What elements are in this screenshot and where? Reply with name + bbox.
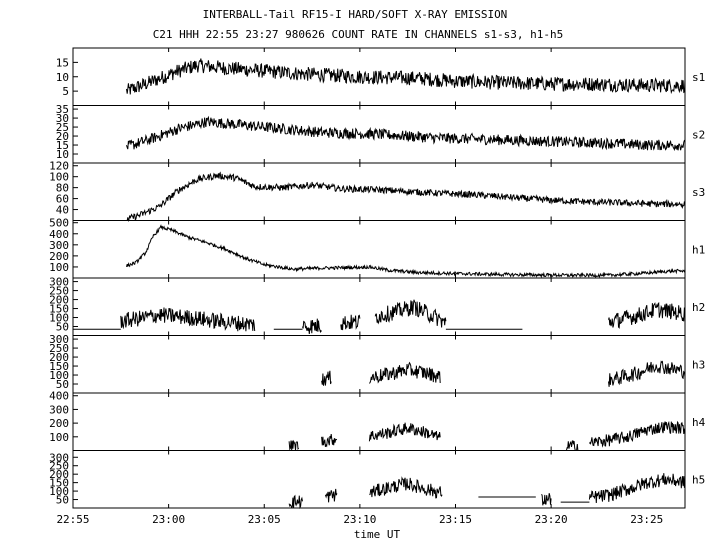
- series-line-h3: [321, 370, 332, 386]
- series-line-s2: [126, 115, 686, 152]
- y-tick-label: 30: [56, 112, 69, 125]
- series-line-h2: [120, 307, 256, 332]
- series-line-h4: [321, 434, 338, 448]
- series-line-h2: [374, 299, 447, 328]
- y-tick-label: 35: [56, 103, 69, 116]
- y-tick-label: 200: [49, 468, 69, 481]
- channel-label-h1: h1: [692, 243, 705, 256]
- y-tick-label: 5: [62, 85, 69, 98]
- panel-frame: [72, 335, 686, 394]
- panel-frame: [72, 277, 686, 336]
- channel-label-s1: s1: [692, 71, 705, 84]
- x-tick-label: 23:10: [343, 513, 376, 526]
- channel-label-h3: h3: [692, 358, 705, 371]
- series-line-h5: [288, 494, 303, 510]
- y-tick-label: 100: [49, 261, 69, 274]
- series-line-h3: [608, 360, 686, 387]
- y-tick-label: 50: [56, 321, 69, 334]
- series-line-s1: [126, 58, 686, 95]
- y-tick-label: 50: [56, 494, 69, 507]
- y-tick-label: 400: [49, 228, 69, 241]
- y-tick-label: 120: [49, 160, 69, 173]
- chart-subtitle: C21 HHH 22:55 23:27 980626 COUNT RATE IN…: [153, 28, 564, 41]
- series-line-h4: [288, 439, 300, 451]
- y-tick-label: 300: [49, 276, 69, 289]
- channel-label-s3: s3: [692, 186, 705, 199]
- series-line-h4: [588, 420, 686, 448]
- channel-label-h5: h5: [692, 473, 705, 486]
- y-tick-label: 300: [49, 333, 69, 346]
- x-tick-label: 22:55: [56, 513, 89, 526]
- series-line-h3: [369, 361, 441, 384]
- y-tick-label: 40: [56, 204, 69, 217]
- x-tick-label: 23:05: [248, 513, 281, 526]
- y-tick-label: 100: [49, 171, 69, 184]
- x-tick-label: 23:20: [535, 513, 568, 526]
- series-line-h4: [368, 422, 441, 442]
- series-line-s3: [126, 171, 686, 222]
- series-line-h5: [541, 493, 552, 506]
- y-tick-label: 25: [56, 121, 69, 134]
- y-tick-label: 10: [56, 148, 69, 161]
- panel-frame: [72, 392, 686, 451]
- y-tick-label: 60: [56, 193, 69, 206]
- y-tick-label: 100: [49, 312, 69, 325]
- x-tick-label: 23:25: [630, 513, 663, 526]
- y-tick-label: 250: [49, 285, 69, 298]
- y-tick-label: 15: [56, 139, 69, 152]
- channel-label-h4: h4: [692, 416, 706, 429]
- y-tick-label: 150: [49, 303, 69, 316]
- y-tick-label: 100: [49, 431, 69, 444]
- y-tick-label: 10: [56, 71, 69, 84]
- y-tick-label: 80: [56, 182, 69, 195]
- y-tick-label: 100: [49, 485, 69, 498]
- y-tick-label: 200: [49, 294, 69, 307]
- y-tick-label: 300: [49, 451, 69, 464]
- y-tick-label: 400: [49, 390, 69, 403]
- y-tick-label: 250: [49, 342, 69, 355]
- y-tick-label: 100: [49, 369, 69, 382]
- y-tick-label: 200: [49, 351, 69, 364]
- y-tick-label: 200: [49, 417, 69, 430]
- channel-panels: 51015s1101520253035s2406080100120s310020…: [49, 47, 706, 510]
- channel-label-h2: h2: [692, 301, 705, 314]
- series-line-h5: [588, 473, 686, 504]
- y-tick-label: 150: [49, 360, 69, 373]
- y-tick-label: 500: [49, 217, 69, 230]
- series-line-h2: [302, 318, 322, 335]
- x-tick-label: 23:15: [439, 513, 472, 526]
- x-axis-label: time UT: [354, 528, 401, 541]
- y-tick-label: 150: [49, 477, 69, 490]
- x-tick-label: 23:00: [152, 513, 185, 526]
- y-tick-label: 250: [49, 460, 69, 473]
- panel-frame: [72, 450, 686, 509]
- series-line-h5: [324, 488, 338, 503]
- series-line-h4: [565, 440, 579, 451]
- y-tick-label: 200: [49, 250, 69, 263]
- series-line-h2: [608, 301, 686, 329]
- y-tick-label: 300: [49, 403, 69, 416]
- y-tick-label: 20: [56, 130, 69, 143]
- y-tick-label: 50: [56, 378, 69, 391]
- panel-s1: 510 15 s1: [56, 47, 705, 106]
- time-axis: 22:55 23:00 23:05 23:10 23:15 23:20 23:25: [56, 513, 663, 526]
- series-line-h2: [340, 314, 361, 331]
- series-line-h1: [126, 224, 686, 279]
- y-tick-label: 300: [49, 239, 69, 252]
- y-tick-label: 15: [56, 56, 69, 69]
- channel-label-s2: s2: [692, 128, 705, 141]
- series-line-h5: [369, 476, 443, 499]
- chart-title: INTERBALL-Tail RF15-I HARD/SOFT X-RAY EM…: [203, 8, 508, 21]
